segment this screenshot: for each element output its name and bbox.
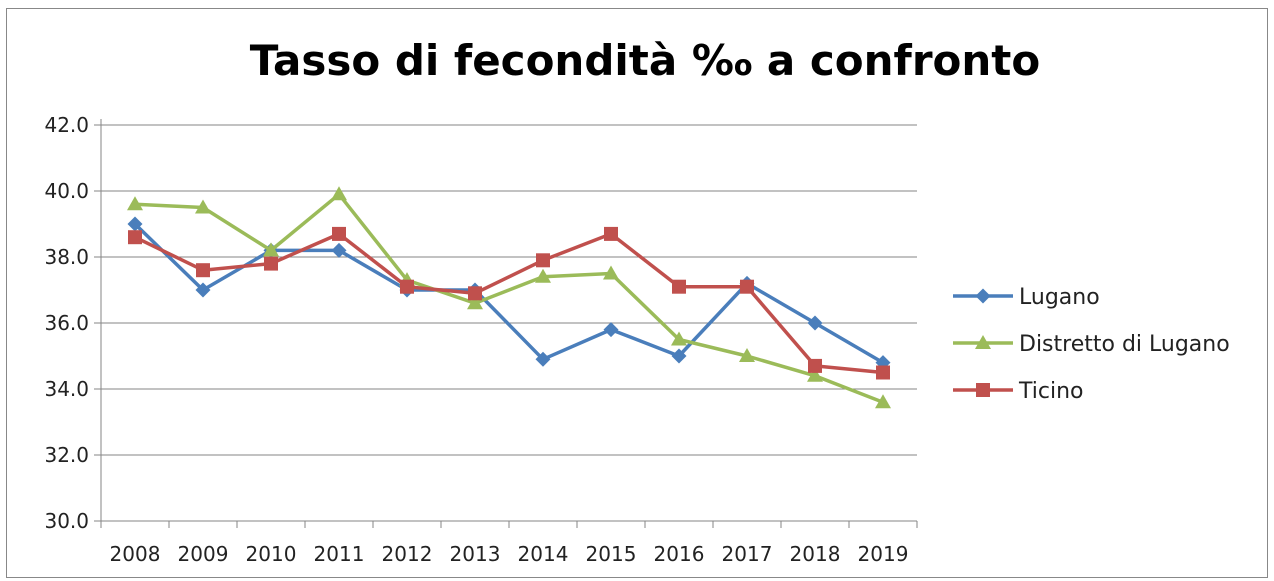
y-tick-label: 38.0 [44, 245, 89, 269]
data-point-lugano-2014 [535, 351, 551, 367]
data-point-distretto-di-lugano-2015 [603, 265, 619, 280]
data-point-ticino-2010 [264, 256, 278, 271]
axes: 30.0 32.0 34.0 36.0 38.0 40.0 42.0 2008 2009 2010… [44, 113, 918, 566]
y-tick-label: 40.0 [44, 179, 89, 203]
data-point-lugano-2018 [807, 315, 823, 331]
series-lugano [127, 216, 891, 371]
data-point-distretto-di-lugano-2019 [875, 394, 891, 409]
x-tick-label-2010: 2010 [246, 542, 297, 566]
data-point-distretto-di-lugano-2014 [535, 268, 551, 283]
series-distretto-di-lugano [127, 186, 891, 409]
data-point-ticino-2012 [400, 279, 414, 294]
data-point-distretto-di-lugano-2010 [263, 242, 279, 257]
legend-marker-distretto-di-lugano [975, 335, 991, 349]
line-chart: Tasso di fecondità ‰ a confronto 30.0 32.… [44, 36, 1230, 566]
x-tick-label-2011: 2011 [314, 542, 365, 566]
data-point-lugano-2011 [331, 242, 347, 258]
legend-label-ticino: Ticino [1018, 379, 1084, 404]
data-point-ticino-2008 [128, 230, 142, 245]
data-point-distretto-di-lugano-2017 [739, 348, 755, 362]
series-ticino [128, 226, 890, 380]
data-point-ticino-2019 [876, 365, 890, 380]
x-tick-label-2018: 2018 [790, 542, 841, 566]
legend-item-ticino: Ticino [953, 379, 1084, 404]
legend-marker-lugano [975, 288, 991, 304]
y-tick-label: 36.0 [44, 311, 89, 335]
data-point-lugano-2009 [195, 282, 211, 298]
legend: Lugano Distretto di Lugano Ticino [953, 285, 1230, 404]
x-tick-label-2016: 2016 [654, 542, 705, 566]
data-point-ticino-2014 [536, 253, 550, 268]
y-tick-label: 42.0 [44, 113, 89, 137]
data-point-distretto-di-lugano-2008 [127, 196, 143, 211]
data-point-ticino-2016 [672, 279, 686, 294]
data-point-lugano-2016 [671, 348, 687, 364]
y-tick-label: 30.0 [44, 509, 89, 533]
legend-label-lugano: Lugano [1019, 285, 1100, 310]
series-line-distretto-di-lugano [134, 192, 884, 404]
x-tick-label-2013: 2013 [450, 542, 501, 566]
x-tick-label-2015: 2015 [586, 542, 637, 566]
x-tick-label-2009: 2009 [178, 542, 229, 566]
data-point-ticino-2009 [196, 263, 210, 278]
chart-title: Tasso di fecondità ‰ a confronto [250, 36, 1040, 85]
series-lines [127, 186, 891, 409]
data-point-ticino-2013 [468, 286, 482, 301]
data-point-distretto-di-lugano-2018 [807, 367, 823, 382]
data-point-lugano-2008 [127, 216, 143, 232]
x-tick-label-2017: 2017 [722, 542, 773, 566]
legend-label-distretto-di-lugano: Distretto di Lugano [1019, 332, 1230, 357]
data-point-ticino-2015 [604, 226, 618, 241]
x-tick-label-2014: 2014 [518, 542, 569, 566]
legend-marker-ticino [976, 383, 990, 397]
data-point-distretto-di-lugano-2009 [195, 199, 211, 214]
x-tick-label-2019: 2019 [858, 542, 909, 566]
data-point-ticino-2017 [740, 279, 754, 294]
legend-item-lugano: Lugano [953, 285, 1100, 310]
data-point-ticino-2018 [808, 358, 822, 373]
legend-item-distretto-di-lugano: Distretto di Lugano [953, 332, 1230, 357]
data-point-ticino-2011 [332, 226, 346, 241]
x-tick-label-2008: 2008 [110, 542, 161, 566]
data-point-distretto-di-lugano-2016 [671, 331, 687, 346]
data-point-distretto-di-lugano-2013 [467, 295, 483, 310]
x-tick-label-2012: 2012 [382, 542, 433, 566]
y-tick-label: 34.0 [44, 377, 89, 401]
y-tick-label: 32.0 [44, 443, 89, 467]
data-point-lugano-2015 [603, 322, 619, 338]
data-point-distretto-di-lugano-2011 [331, 186, 347, 201]
series-line-ticino [134, 232, 884, 375]
series-line-lugano [133, 222, 884, 365]
chart-frame: Tasso di fecondità ‰ a confronto 30.0 32.… [6, 8, 1268, 578]
